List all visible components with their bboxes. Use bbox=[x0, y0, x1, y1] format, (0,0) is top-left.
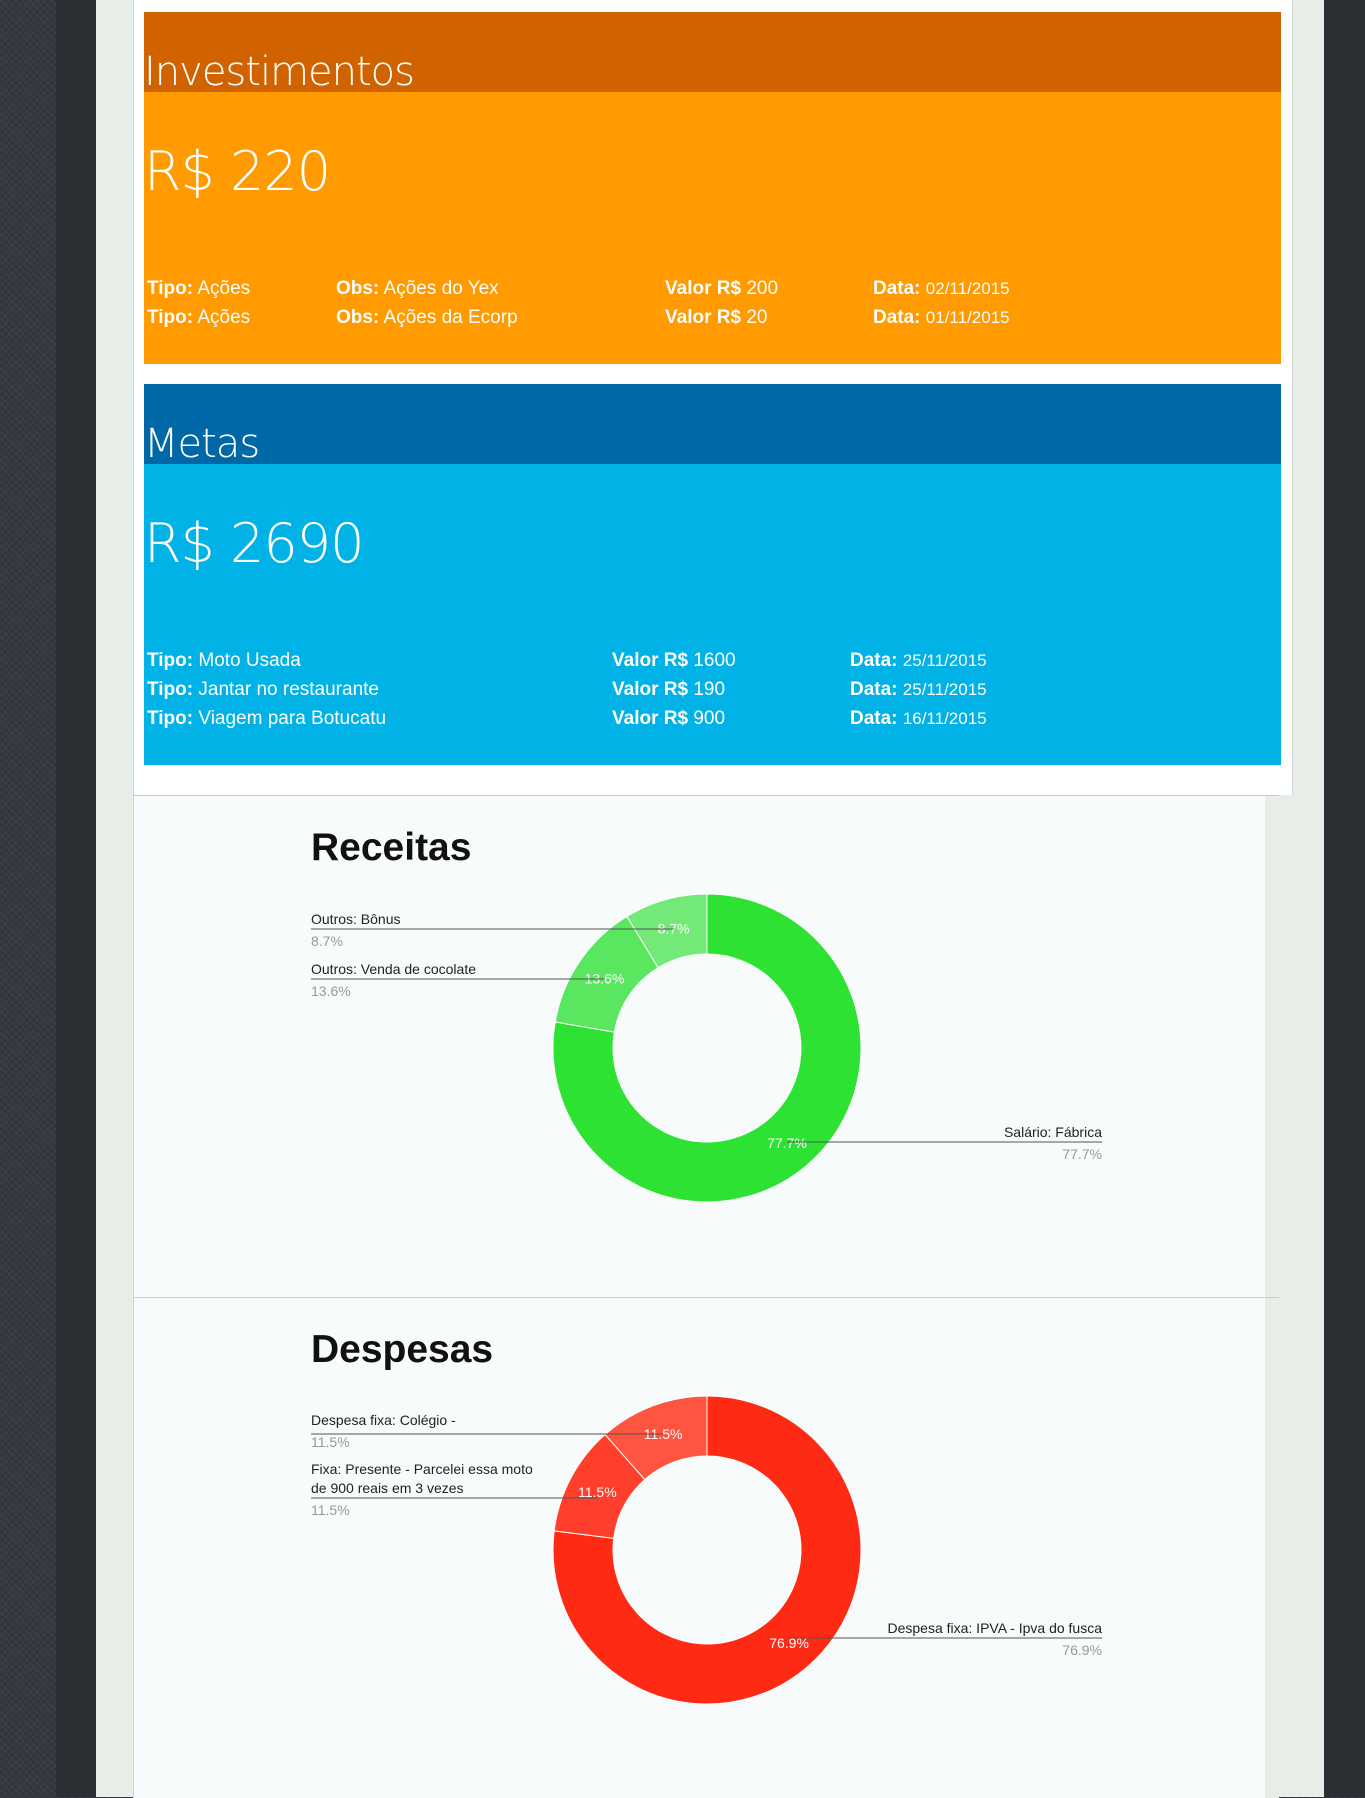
investimentos-panel: Investimentos R$ 220 Tipo: Ações Obs: Aç… bbox=[144, 12, 1281, 364]
valor-value: 1600 bbox=[693, 650, 736, 671]
receitas-chart-title: Receitas bbox=[311, 826, 472, 869]
page-right-gutter bbox=[1320, 0, 1365, 1797]
tipo-value: Moto Usada bbox=[198, 650, 301, 671]
valor-value: 900 bbox=[693, 708, 726, 729]
despesas-legend-label: Fixa: Presente - Parcelei essa moto bbox=[311, 1461, 533, 1477]
receitas-legend-pct: 8.7% bbox=[311, 933, 343, 949]
metas-total: R$ 2690 bbox=[144, 512, 364, 575]
meta-row: Tipo: Moto Usada Valor R$ 1600 Data: 25/… bbox=[144, 650, 1281, 679]
receitas-chart-card: Receitas 77.7% Salário: Fábrica 77.7% 13.6%… bbox=[133, 795, 1279, 1298]
tipo-value: Jantar no restaurante bbox=[198, 679, 379, 700]
valor-label: Valor R$ bbox=[612, 679, 689, 700]
tipo-value: Ações bbox=[197, 307, 251, 328]
obs-value: Ações do Yex bbox=[383, 278, 499, 299]
despesas-slice[interactable] bbox=[604, 1395, 708, 1481]
metas-panel: Metas R$ 2690 Tipo: Moto Usada Valor R$ … bbox=[144, 384, 1281, 765]
data-label: Data: bbox=[873, 278, 921, 299]
metas-body: R$ 2690 Tipo: Moto Usada Valor R$ 1600 D… bbox=[144, 464, 1281, 765]
tipo-label: Tipo: bbox=[147, 650, 194, 671]
receitas-slice[interactable] bbox=[626, 893, 708, 969]
receitas-slice-pct-label: 77.7% bbox=[767, 1135, 807, 1151]
investimento-row: Tipo: Ações Obs: Ações do Yex Valor R$ 2… bbox=[144, 278, 1281, 307]
despesas-legend-label: Despesa fixa: Colégio - bbox=[311, 1412, 456, 1428]
valor-label: Valor R$ bbox=[665, 278, 742, 299]
data-label: Data: bbox=[850, 650, 898, 671]
valor-value: 20 bbox=[746, 307, 768, 328]
investimentos-body: R$ 220 Tipo: Ações Obs: Ações do Yex Val… bbox=[144, 92, 1281, 364]
despesas-legend-pct: 11.5% bbox=[311, 1502, 350, 1518]
receitas-slice-pct-label: 13.6% bbox=[585, 970, 625, 986]
data-label: Data: bbox=[873, 307, 921, 328]
receitas-legend-pct: 77.7% bbox=[1062, 1146, 1102, 1162]
data-label: Data: bbox=[850, 679, 898, 700]
receitas-legend-label: Salário: Fábrica bbox=[1004, 1124, 1102, 1140]
obs-label: Obs: bbox=[336, 278, 380, 299]
meta-row: Tipo: Viagem para Botucatu Valor R$ 900 … bbox=[144, 708, 1281, 737]
receitas-legend-label: Outros: Venda de cocolate bbox=[311, 961, 476, 977]
despesas-legend-label: de 900 reais em 3 vezes bbox=[311, 1480, 464, 1496]
despesas-chart-card: Despesas 76.9% Despesa fixa: IPVA - Ipva … bbox=[133, 1297, 1279, 1798]
investimentos-total: R$ 220 bbox=[144, 140, 331, 203]
despesas-slice-pct-label: 76.9% bbox=[769, 1635, 809, 1651]
despesas-chart-title: Despesas bbox=[311, 1328, 494, 1371]
receitas-legend-pct: 13.6% bbox=[311, 983, 351, 999]
metas-header: Metas bbox=[144, 384, 1281, 464]
tipo-label: Tipo: bbox=[147, 708, 194, 729]
data-label: Data: bbox=[850, 708, 898, 729]
valor-label: Valor R$ bbox=[612, 708, 689, 729]
tipo-value: Viagem para Botucatu bbox=[198, 708, 387, 729]
despesas-slice[interactable] bbox=[552, 1395, 862, 1705]
investimentos-header: Investimentos bbox=[144, 12, 1281, 92]
investimentos-title: Investimentos bbox=[144, 49, 415, 95]
despesas-scrollbar[interactable] bbox=[1265, 1298, 1279, 1798]
metas-title: Metas bbox=[144, 421, 260, 467]
receitas-donut-chart: 77.7% Salário: Fábrica 77.7% 13.6% Outros: V… bbox=[311, 893, 1102, 1203]
tipo-label: Tipo: bbox=[147, 679, 194, 700]
despesas-donut-chart: 76.9% Despesa fixa: IPVA - Ipva do fusca 7… bbox=[311, 1395, 1102, 1705]
tipo-label: Tipo: bbox=[147, 307, 194, 328]
meta-row: Tipo: Jantar no restaurante Valor R$ 190… bbox=[144, 679, 1281, 708]
data-value: 02/11/2015 bbox=[925, 279, 1010, 298]
despesas-legend-pct: 11.5% bbox=[311, 1434, 350, 1450]
valor-value: 190 bbox=[693, 679, 726, 700]
despesas-legend-label: Despesa fixa: IPVA - Ipva do fusca bbox=[887, 1620, 1102, 1636]
tipo-value: Ações bbox=[197, 278, 251, 299]
investimento-row: Tipo: Ações Obs: Ações da Ecorp Valor R$… bbox=[144, 307, 1281, 336]
data-value: 25/11/2015 bbox=[902, 651, 987, 670]
receitas-legend-label: Outros: Bônus bbox=[311, 911, 401, 927]
page-left-gutter bbox=[56, 0, 96, 1797]
data-value: 25/11/2015 bbox=[902, 680, 987, 699]
receitas-slice[interactable] bbox=[552, 893, 862, 1203]
despesas-legend-pct: 76.9% bbox=[1062, 1642, 1102, 1658]
obs-value: Ações da Ecorp bbox=[383, 307, 518, 328]
valor-label: Valor R$ bbox=[612, 650, 689, 671]
despesas-slice-pct-label: 11.5% bbox=[578, 1484, 617, 1500]
valor-value: 200 bbox=[746, 278, 779, 299]
valor-label: Valor R$ bbox=[665, 307, 742, 328]
data-value: 01/11/2015 bbox=[925, 308, 1010, 327]
receitas-scrollbar[interactable] bbox=[1265, 796, 1279, 1298]
data-value: 16/11/2015 bbox=[902, 709, 987, 728]
obs-label: Obs: bbox=[336, 307, 380, 328]
tipo-label: Tipo: bbox=[147, 278, 194, 299]
